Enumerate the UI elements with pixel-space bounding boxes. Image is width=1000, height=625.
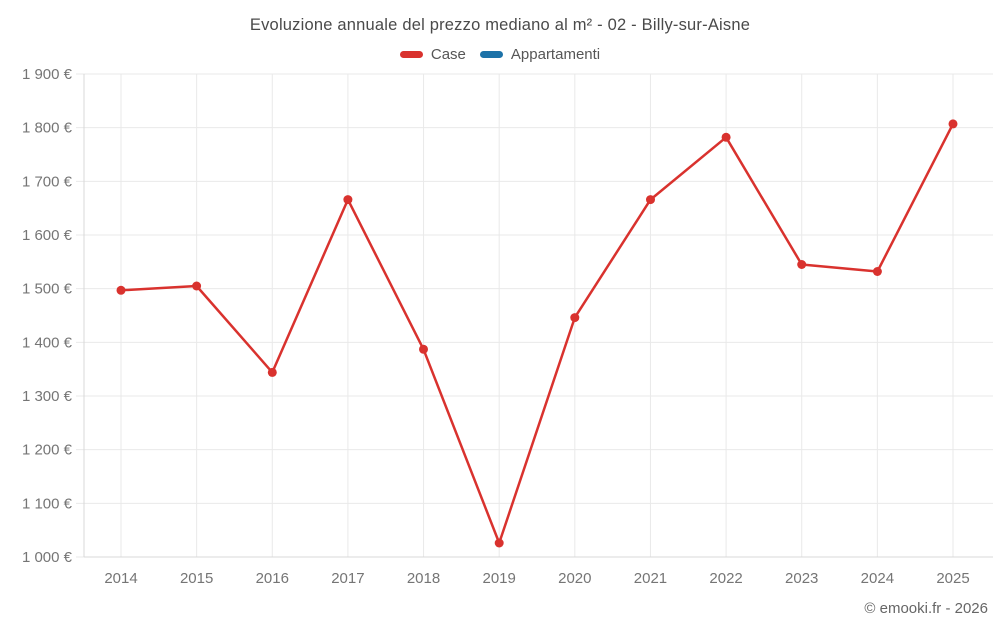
case-data-point[interactable]	[570, 313, 580, 323]
legend-label-case: Case	[430, 46, 466, 63]
y-axis-label: 1 200 €	[22, 442, 73, 459]
chart-title: Evoluzione annuale del prezzo mediano al…	[249, 16, 751, 34]
watermark-credit: © emooki.fr - 2026	[864, 600, 988, 617]
legend-item-appartamenti[interactable]: Appartamenti	[479, 46, 601, 63]
y-axis-label: 1 300 €	[22, 388, 73, 405]
case-data-point[interactable]	[343, 195, 353, 205]
x-axis-label: 2020	[558, 570, 591, 587]
case-data-point[interactable]	[419, 344, 428, 354]
case-data-point[interactable]	[797, 260, 807, 269]
x-axis-label: 2021	[634, 570, 667, 587]
case-data-point[interactable]	[721, 132, 731, 142]
x-axis-label: 2015	[180, 570, 213, 587]
legend-item-case[interactable]: Case	[399, 46, 466, 63]
x-axis-label: 2023	[785, 570, 818, 587]
x-axis-label: 2014	[104, 570, 137, 587]
case-legend-swatch-icon	[399, 51, 423, 58]
case-data-point[interactable]	[646, 195, 655, 205]
y-axis-label: 1 800 €	[22, 120, 73, 137]
case-data-point[interactable]	[192, 281, 202, 291]
case-data-point[interactable]	[267, 367, 277, 377]
case-line-series	[119, 122, 955, 545]
x-axis-label: 2016	[256, 570, 289, 587]
y-axis-label: 1 500 €	[22, 281, 73, 298]
x-axis-label: 2018	[407, 570, 440, 587]
x-axis-label: 2024	[861, 570, 894, 587]
appartamenti-legend-swatch-icon	[479, 51, 503, 58]
x-axis-label: 2022	[709, 570, 742, 587]
y-axis-label: 1 400 €	[22, 334, 73, 351]
y-axis-label: 1 600 €	[22, 227, 73, 244]
legend-label-appartamenti: Appartamenti	[510, 46, 601, 63]
y-axis-label: 1 000 €	[22, 549, 73, 566]
chart-legend: Case Appartamenti	[0, 46, 1000, 63]
case-data-point[interactable]	[116, 285, 126, 295]
x-axis-label: 2025	[936, 570, 969, 587]
y-axis-label: 1 100 €	[22, 495, 73, 512]
x-axis-label: 2019	[482, 570, 515, 587]
x-axis-label: 2017	[331, 570, 364, 587]
y-axis-label: 1 900 €	[22, 66, 73, 83]
y-axis-label: 1 700 €	[22, 173, 73, 190]
case-data-point[interactable]	[872, 267, 882, 276]
case-data-point[interactable]	[948, 119, 958, 129]
case-data-point[interactable]	[494, 538, 504, 548]
